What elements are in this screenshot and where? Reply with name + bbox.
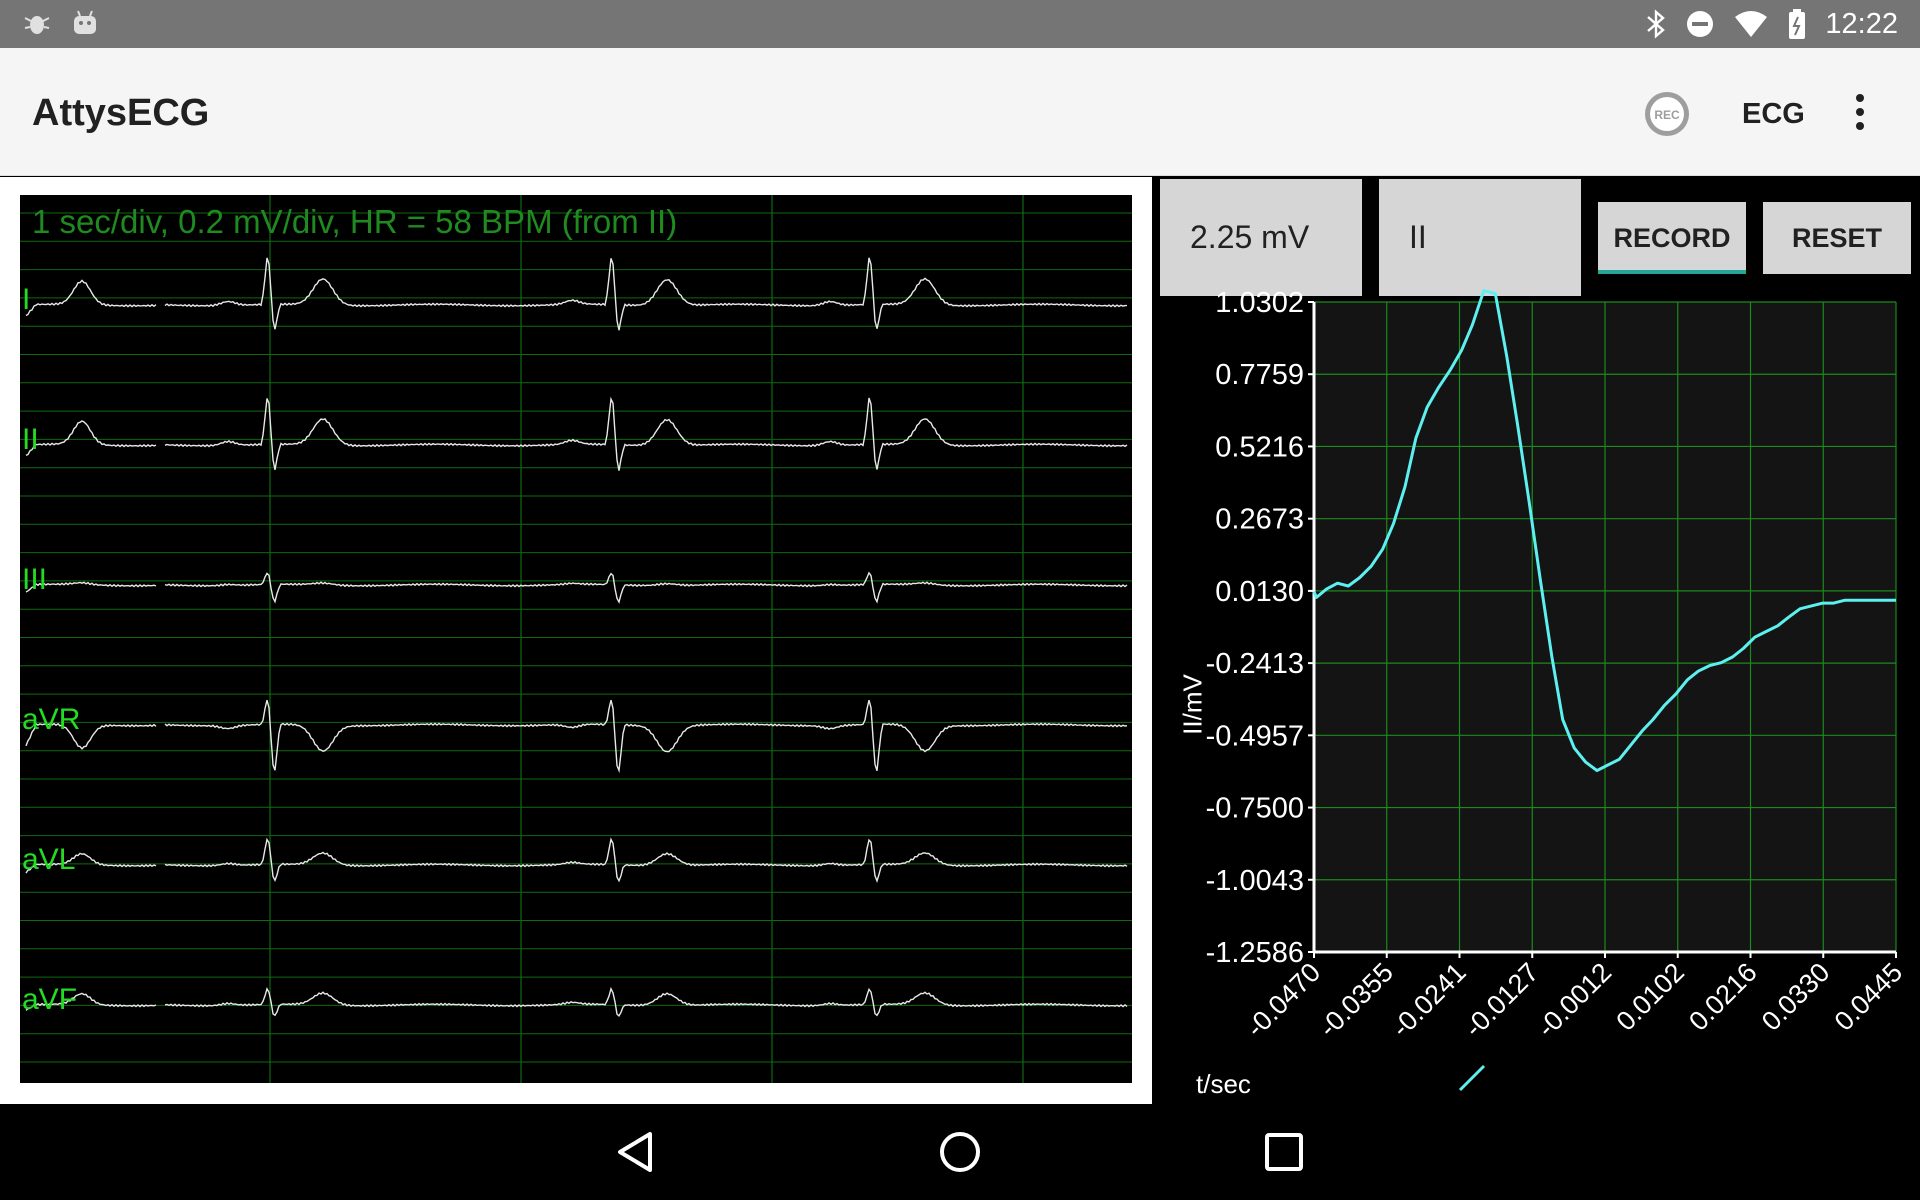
- x-tick-label: 0.0445: [1829, 957, 1909, 1037]
- ecg-traces: [20, 195, 1132, 1083]
- legend-swatch: [1458, 1064, 1486, 1092]
- ecg-scale-info: 1 sec/div, 0.2 mV/div, HR = 58 BPM (from…: [32, 203, 678, 240]
- ecg-trace-avf: [164, 986, 1128, 1018]
- x-tick-label: 0.0216: [1683, 957, 1763, 1037]
- record-button-label: RECORD: [1613, 223, 1731, 253]
- ecg-trace-iii: [164, 571, 1128, 604]
- ecg-trace-ii: [164, 396, 1128, 471]
- home-icon[interactable]: [934, 1126, 986, 1178]
- overflow-menu-icon[interactable]: [1850, 92, 1870, 132]
- x-tick-label: -0.0355: [1313, 957, 1399, 1043]
- ecg-trace-iii: [25, 581, 157, 593]
- ecg-trace-avl: [25, 852, 157, 874]
- lead-label-avr: aVR: [22, 703, 81, 736]
- x-tick-label: -0.0470: [1240, 957, 1326, 1043]
- reset-button-label: RESET: [1791, 223, 1883, 253]
- record-icon[interactable]: REC: [1643, 90, 1691, 138]
- app-title: AttysECG: [32, 92, 210, 134]
- lead-label-iii: III: [22, 563, 48, 596]
- ecg-trace-avr: [25, 722, 157, 750]
- heartbeat-plot: 1.0302 0.7759 0.5216 0.2673 0.0130 -0.2413 -0.…: [1206, 287, 1909, 1092]
- x-tick-label: 0.0330: [1756, 957, 1836, 1037]
- detail-panel: 2.25 mV II RECORD RESET 1.0302 0.7759 0.52…: [1152, 177, 1920, 1104]
- lead-label-avl: aVL: [22, 843, 76, 876]
- ecg-trace-avl: [164, 837, 1128, 884]
- x-tick-label: -0.0127: [1459, 957, 1545, 1043]
- record-button[interactable]: RECORD: [1598, 202, 1746, 274]
- voltage-range-value: 2.25 mV: [1190, 219, 1310, 255]
- x-axis-label: t/sec: [1196, 1069, 1251, 1099]
- reset-button[interactable]: RESET: [1763, 202, 1911, 274]
- y-tick-label: 0.7759: [1215, 359, 1304, 391]
- ecg-trace-avf: [25, 992, 157, 1011]
- y-tick-label: 1.0302: [1215, 287, 1304, 319]
- record-icon-text: REC: [1654, 108, 1680, 122]
- ecg-panel: 1 sec/div, 0.2 mV/div, HR = 58 BPM (from…: [0, 177, 1152, 1104]
- wifi-icon: [1735, 11, 1768, 37]
- y-tick-label: 0.2673: [1215, 504, 1304, 536]
- record-button-indicator: [1598, 270, 1746, 274]
- lead-select-spinner[interactable]: II: [1379, 179, 1581, 296]
- y-tick-label: -0.7500: [1206, 793, 1304, 825]
- y-tick-label: -1.0043: [1206, 865, 1304, 897]
- ecg-trace-avr: [164, 699, 1128, 774]
- recents-icon[interactable]: [1258, 1126, 1310, 1178]
- ecg-display: 1 sec/div, 0.2 mV/div, HR = 58 BPM (from…: [20, 195, 1132, 1083]
- x-tick-label: -0.0241: [1386, 957, 1472, 1043]
- y-axis-label: II/mV: [1177, 674, 1208, 735]
- voltage-range-spinner[interactable]: 2.25 mV: [1160, 179, 1362, 296]
- y-tick-label: 0.5216: [1215, 431, 1304, 463]
- series-line-ii: [1312, 289, 1896, 773]
- clock: 12:22: [1825, 7, 1898, 40]
- lead-label-i: I: [22, 283, 31, 316]
- lead-label-avf: aVF: [22, 983, 78, 1016]
- ecg-menu-action[interactable]: ECG: [1742, 98, 1805, 130]
- lead-select-value: II: [1409, 219, 1427, 255]
- navigation-bar: [0, 1104, 1920, 1200]
- y-tick-label: -0.4957: [1206, 720, 1304, 752]
- bug-icon: [24, 16, 50, 34]
- do-not-disturb-icon: [1687, 11, 1714, 37]
- bluetooth-icon: [1647, 9, 1666, 39]
- y-tick-label: -0.2413: [1206, 648, 1304, 680]
- lead-label-ii: II: [22, 423, 39, 456]
- y-tick-label: 0.0130: [1215, 576, 1304, 608]
- x-tick-label: 0.0102: [1610, 957, 1690, 1037]
- y-tick-label: -1.2586: [1206, 937, 1304, 969]
- android-icon: [74, 10, 96, 34]
- back-icon[interactable]: [610, 1126, 662, 1178]
- ecg-trace-ii: [25, 420, 157, 456]
- battery-icon: [1789, 9, 1806, 39]
- x-tick-label: -0.0012: [1531, 957, 1617, 1043]
- ecg-trace-i: [164, 257, 1127, 331]
- app-bar: AttysECG REC ECG: [0, 48, 1920, 176]
- ecg-trace-i: [25, 279, 157, 317]
- status-bar: 12:22: [0, 0, 1920, 48]
